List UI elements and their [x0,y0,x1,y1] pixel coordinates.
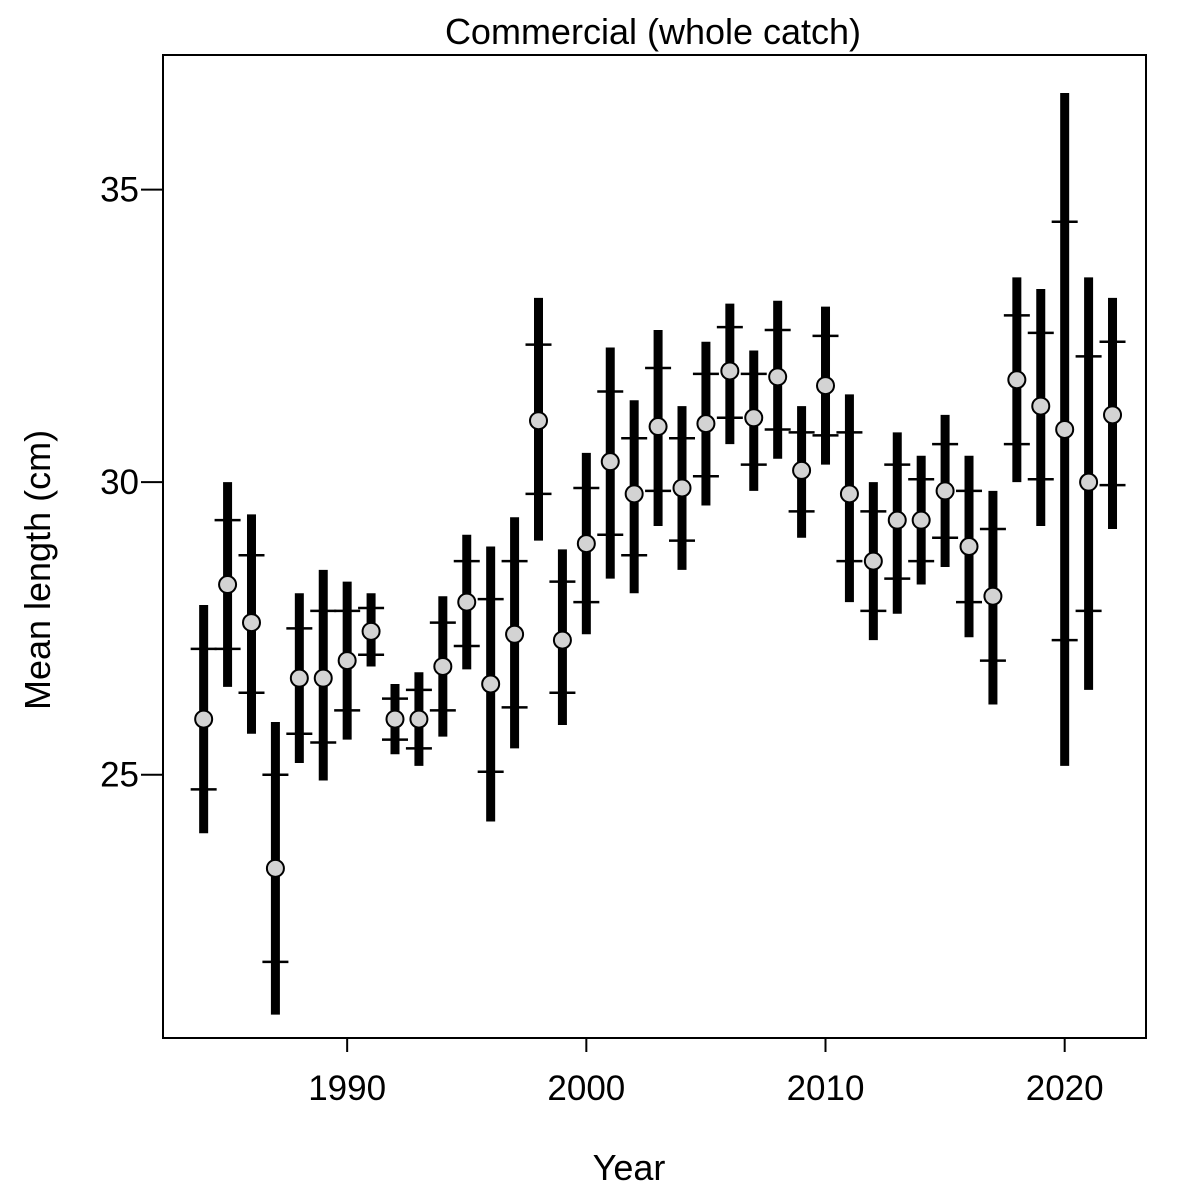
mean-point [792,460,812,480]
mean-point [983,586,1003,606]
x-axis-label: Year [593,1147,666,1188]
mean-point [1103,405,1123,425]
error-bars-inner-ticks [190,220,1126,964]
mean-point [433,656,453,676]
mean-point [576,534,596,554]
mean-point [744,408,764,428]
mean-point [696,414,716,434]
mean-point [457,592,477,612]
mean-point [265,858,285,878]
mean-point [1055,419,1075,439]
mean-point [648,417,668,437]
y-axis: 25 30 35 [100,171,163,795]
mean-point [624,484,644,504]
chart-title: Commercial (whole catch) [445,11,861,52]
x-tick-label: 2010 [787,1069,865,1108]
x-tick-label: 1990 [308,1069,386,1108]
mean-point [672,478,692,498]
mean-point [1031,396,1051,416]
mean-point [409,709,429,729]
mean-point [481,674,501,694]
mean-point [241,613,261,633]
mean-point [600,452,620,472]
y-tick-label: 25 [100,756,139,795]
mean-point [361,621,381,641]
y-tick-label: 35 [100,171,139,210]
mean-point [720,361,740,381]
mean-point [218,575,238,595]
mean-point [337,651,357,671]
mean-point [887,510,907,530]
mean-points [194,361,1123,878]
mean-point [768,367,788,387]
mean-point [552,630,572,650]
mean-point [935,481,955,501]
mean-point [289,668,309,688]
plot-frame [162,54,1147,1039]
y-axis-label: Mean length (cm) [17,430,58,710]
y-tick-label: 30 [100,463,139,502]
mean-point [839,484,859,504]
x-axis: 1990 2000 2010 2020 [308,1038,1104,1108]
mean-point [505,624,525,644]
mean-point [1079,472,1099,492]
mean-point [313,668,333,688]
mean-point [385,709,405,729]
x-tick-label: 2000 [547,1069,625,1108]
mean-point [863,551,883,571]
mean-point [529,411,549,431]
mean-point [1007,370,1027,390]
mean-point [194,709,214,729]
x-tick-label: 2020 [1026,1069,1104,1108]
mean-point [959,537,979,556]
mean-point [816,376,836,396]
mean-point [911,510,931,530]
